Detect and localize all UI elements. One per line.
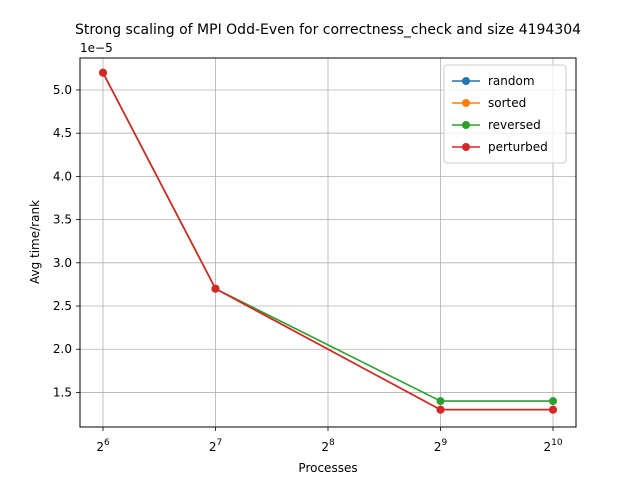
- x-axis-label: Processes: [298, 461, 357, 475]
- data-point: [99, 68, 107, 77]
- series-group: [99, 68, 557, 414]
- legend-box: [443, 64, 567, 164]
- x-tick-label-base: 2: [434, 440, 442, 454]
- legend-label: random: [488, 74, 535, 88]
- legend-swatch-marker: [462, 143, 470, 151]
- data-point: [549, 405, 557, 414]
- y-axis-offset-label: 1e−5: [80, 41, 113, 55]
- x-tick-label-exponent: 7: [216, 438, 222, 448]
- y-tick-label: 3.5: [53, 213, 72, 227]
- legend-item-sorted: sorted: [452, 96, 526, 110]
- x-tick-label: 29: [434, 438, 448, 454]
- x-tick-label-exponent: 8: [329, 438, 335, 448]
- y-axis-label: Avg time/rank: [28, 200, 42, 284]
- y-tick-label: 5.0: [53, 83, 72, 97]
- x-tick-label: 210: [543, 438, 562, 454]
- x-tick-label-base: 2: [96, 440, 104, 454]
- legend-swatch-marker: [462, 77, 470, 85]
- legend-swatch-marker: [462, 99, 470, 107]
- x-tick-label-exponent: 9: [441, 438, 447, 448]
- legend-label: sorted: [488, 96, 526, 110]
- y-tick-label: 2.5: [53, 299, 72, 313]
- legend-item-reversed: reversed: [452, 118, 541, 132]
- x-tick-label: 26: [96, 438, 110, 454]
- series-perturbed: [99, 68, 557, 414]
- x-tick-label: 28: [321, 438, 335, 454]
- series-line: [102, 72, 553, 411]
- x-tick-label-base: 2: [321, 440, 329, 454]
- chart-title: Strong scaling of MPI Odd-Even for corre…: [75, 22, 581, 38]
- x-tick-label-exponent: 10: [551, 438, 563, 448]
- legend-swatch-marker: [462, 121, 470, 129]
- legend-item-random: random: [452, 74, 535, 88]
- y-tick-label: 3.0: [53, 256, 72, 270]
- y-axis: 1.5 2.0 2.5 3.0 3.5 4.0 4.5 5.0: [53, 83, 80, 399]
- legend-label: perturbed: [488, 140, 548, 154]
- legend-label: reversed: [488, 118, 541, 132]
- legend: random sorted reversed perturbed: [443, 64, 567, 164]
- data-point: [436, 397, 445, 406]
- x-tick-label-base: 2: [543, 440, 551, 454]
- x-tick-label: 27: [209, 438, 222, 454]
- data-point: [436, 405, 445, 414]
- x-tick-label-exponent: 6: [104, 438, 110, 448]
- y-tick-label: 2.0: [53, 342, 72, 356]
- x-axis: 26 27 28 29 210: [96, 427, 563, 454]
- legend-item-perturbed: perturbed: [452, 140, 548, 154]
- y-tick-label: 1.5: [53, 385, 72, 399]
- y-tick-label: 4.5: [53, 126, 72, 140]
- x-tick-label-base: 2: [209, 440, 217, 454]
- data-point: [211, 284, 220, 293]
- data-point: [549, 397, 557, 406]
- y-tick-label: 4.0: [53, 169, 72, 183]
